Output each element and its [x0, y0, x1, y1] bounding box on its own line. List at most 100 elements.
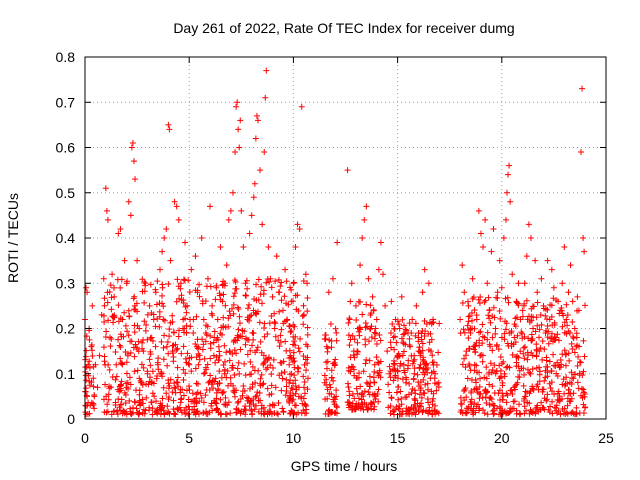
data-point — [114, 411, 121, 418]
data-point — [288, 407, 295, 414]
data-point — [147, 281, 154, 288]
data-point — [109, 271, 116, 278]
data-point — [258, 283, 265, 290]
data-point — [266, 278, 273, 285]
data-point — [119, 361, 126, 368]
data-point — [271, 402, 278, 409]
data-point — [564, 322, 571, 329]
data-point — [345, 401, 352, 408]
data-point — [380, 271, 387, 278]
data-point — [291, 364, 298, 371]
data-point — [492, 325, 499, 332]
data-point — [362, 360, 369, 367]
data-point — [370, 374, 377, 381]
data-point — [573, 343, 580, 350]
data-point — [260, 380, 267, 387]
data-point — [496, 257, 503, 264]
data-point — [534, 289, 541, 296]
data-point — [272, 278, 279, 285]
data-point — [220, 291, 227, 298]
data-point — [304, 331, 311, 338]
data-point — [428, 336, 435, 343]
data-point — [581, 390, 588, 397]
data-point — [223, 262, 230, 269]
data-point — [286, 284, 293, 291]
data-point — [136, 325, 143, 332]
data-point — [86, 336, 93, 343]
data-point — [282, 392, 289, 399]
data-point — [210, 339, 217, 346]
data-point — [296, 225, 303, 232]
data-point — [292, 383, 299, 390]
data-point — [424, 369, 431, 376]
data-point — [252, 402, 259, 409]
data-point — [418, 394, 425, 401]
data-point — [165, 280, 172, 287]
data-point — [125, 198, 132, 205]
y-tick-label: 0.8 — [56, 49, 76, 65]
data-point — [575, 385, 582, 392]
data-point — [327, 320, 334, 327]
data-point — [289, 398, 296, 405]
data-point — [324, 395, 331, 402]
data-point — [468, 377, 475, 384]
data-point — [105, 391, 112, 398]
data-point — [216, 292, 223, 299]
data-point — [249, 342, 256, 349]
data-point — [144, 311, 151, 318]
data-point — [288, 327, 295, 334]
data-point — [332, 356, 339, 363]
data-point — [430, 361, 437, 368]
data-point — [250, 330, 257, 337]
data-point — [304, 324, 311, 331]
data-point — [328, 344, 335, 351]
data-point — [148, 309, 155, 316]
data-point — [425, 330, 432, 337]
data-point — [169, 389, 176, 396]
data-point — [288, 385, 295, 392]
data-point — [164, 362, 171, 369]
data-point — [344, 167, 351, 174]
data-point — [480, 407, 487, 414]
data-point — [194, 381, 201, 388]
data-point — [349, 391, 356, 398]
data-point — [490, 411, 497, 418]
data-point — [265, 244, 272, 251]
data-point — [291, 323, 298, 330]
data-point — [187, 323, 194, 330]
data-point — [300, 373, 307, 380]
data-point — [493, 294, 500, 301]
data-point — [410, 375, 417, 382]
data-point — [516, 401, 523, 408]
data-point — [268, 313, 275, 320]
data-point — [551, 321, 558, 328]
y-tick-label: 0.1 — [56, 366, 76, 382]
data-point — [575, 307, 582, 314]
data-point — [235, 305, 242, 312]
data-point — [432, 402, 439, 409]
data-point — [196, 281, 203, 288]
data-point — [411, 387, 418, 394]
data-point — [279, 405, 286, 412]
data-point — [236, 144, 243, 151]
data-point — [360, 393, 367, 400]
data-point — [395, 396, 402, 403]
data-point — [551, 391, 558, 398]
data-point — [324, 348, 331, 355]
data-point — [185, 411, 192, 418]
data-point — [557, 411, 564, 418]
data-point — [507, 198, 514, 205]
data-point — [520, 344, 527, 351]
data-point — [178, 395, 185, 402]
data-point — [294, 221, 301, 228]
data-point — [269, 293, 276, 300]
data-point — [131, 322, 138, 329]
data-point — [559, 406, 566, 413]
data-point — [484, 336, 491, 343]
data-point — [391, 374, 398, 381]
data-point — [206, 409, 213, 416]
data-point — [262, 94, 269, 101]
data-point — [412, 332, 419, 339]
data-point — [476, 300, 483, 307]
data-point — [264, 364, 271, 371]
